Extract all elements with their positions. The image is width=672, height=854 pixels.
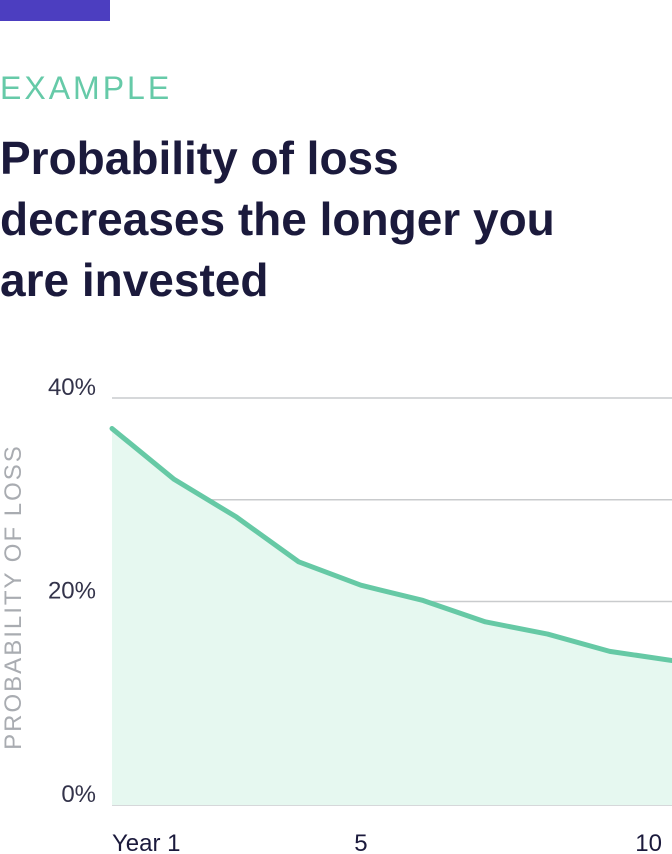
series-line xyxy=(109,426,672,664)
y-tick-label: 20% xyxy=(48,578,96,605)
y-tick-label: 40% xyxy=(48,374,96,401)
title-line-1: Probability of loss xyxy=(0,132,399,184)
y-tick-label: 0% xyxy=(61,781,96,808)
area-fill-group xyxy=(112,428,672,805)
x-tick-label: 5 xyxy=(354,830,367,854)
y-axis-label: PROBABILITY OF LOSS xyxy=(0,444,27,750)
x-tick-label: Year 1 xyxy=(112,830,181,854)
series-area xyxy=(112,428,672,805)
loss-probability-chart: 0% 20% 40% Year 1 5 10 PROBABILITY OF LOSS xyxy=(0,374,672,854)
kicker-label: EXAMPLE xyxy=(0,70,173,106)
title-line-3: are invested xyxy=(0,254,269,306)
series-line-group xyxy=(109,426,672,664)
x-tick-label: 10 xyxy=(635,830,662,854)
title-line-2: decreases the longer you xyxy=(0,193,555,245)
x-axis-ticks: Year 1 5 10 xyxy=(112,830,662,854)
y-axis-ticks: 0% 20% 40% xyxy=(48,374,96,808)
accent-bar xyxy=(0,0,110,21)
page-title: Probability of loss decreases the longer… xyxy=(0,128,660,311)
